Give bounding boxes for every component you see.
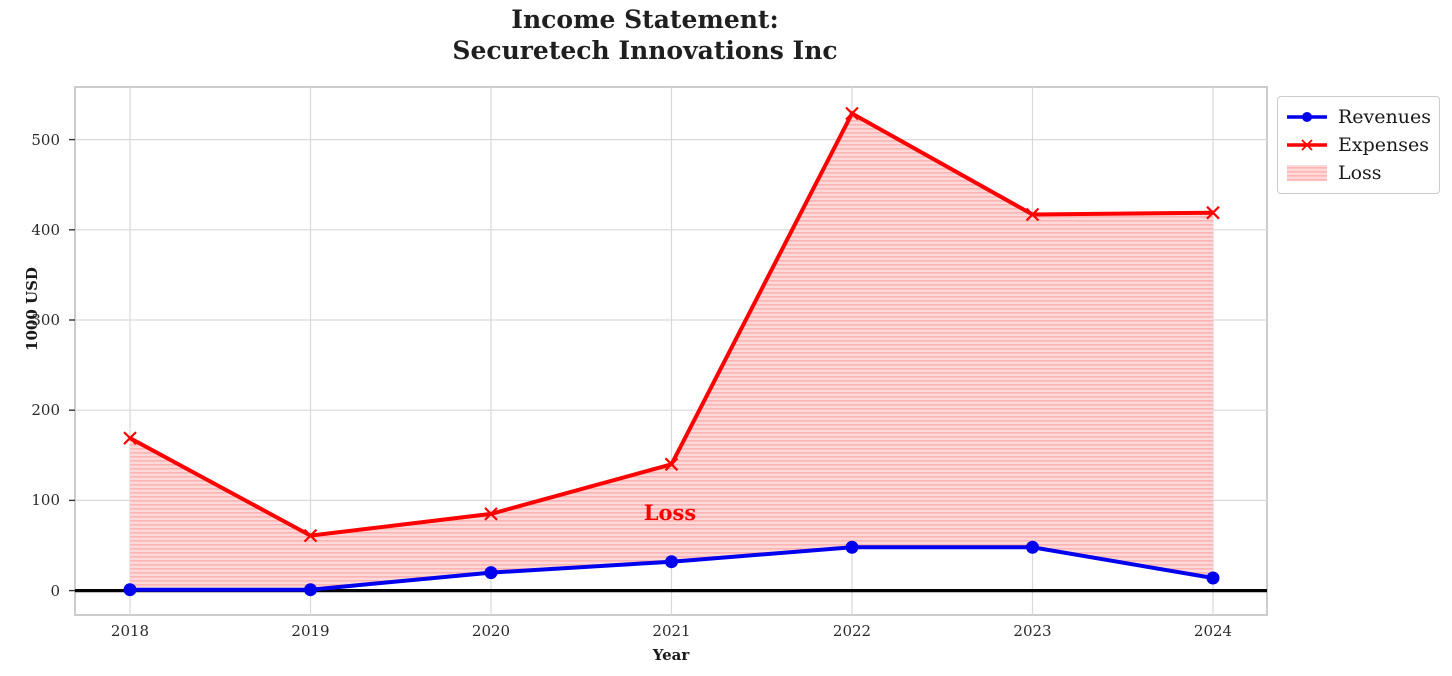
legend-item-loss[interactable]: Loss: [1285, 159, 1431, 187]
y-tick-marks: [69, 138, 75, 592]
x-tick-label-2022: 2022: [832, 622, 872, 640]
legend-line-marker-icon-revenues: [1285, 107, 1329, 127]
y-tick-label-300: 300: [31, 311, 60, 329]
y-tick-label-400: 400: [31, 221, 60, 239]
loss-fill-area: [130, 113, 1213, 590]
x-tick-label-2024: 2024: [1193, 622, 1233, 640]
y-tick-label-100: 100: [31, 491, 60, 509]
x-tick-label-2019: 2019: [291, 622, 330, 640]
expenses-markers: [123, 106, 1220, 543]
loss-annotation: Loss: [643, 500, 697, 525]
legend-label-revenues: Revenues: [1338, 106, 1431, 128]
x-tick-label-2018: 2018: [110, 622, 150, 640]
legend-label-loss: Loss: [1338, 162, 1382, 184]
chart-title-line-1: Income Statement:: [511, 5, 779, 34]
x-tick-label-2021: 2021: [652, 622, 691, 640]
chart-legend: Revenues Expenses Loss: [1277, 96, 1440, 194]
y-tick-label-0: 0: [50, 582, 60, 600]
chart-title-line-2: Securetech Innovations Inc: [452, 36, 838, 65]
revenues-markers: [123, 540, 1220, 597]
y-tick-label-200: 200: [31, 401, 60, 419]
legend-line-marker-icon-expenses: [1285, 135, 1329, 155]
x-tick-label-2023: 2023: [1013, 622, 1052, 640]
x-tick-label-2020: 2020: [471, 622, 511, 640]
legend-item-expenses[interactable]: Expenses: [1285, 131, 1431, 159]
chart-title: Income Statement: Securetech Innovations …: [0, 4, 1290, 66]
legend-patch-icon-loss: [1285, 163, 1329, 183]
legend-item-revenues[interactable]: Revenues: [1285, 103, 1431, 131]
legend-label-expenses: Expenses: [1338, 134, 1429, 156]
x-axis-label: Year: [652, 646, 690, 664]
y-axis-label: 1000 USD: [23, 267, 41, 351]
y-tick-label-500: 500: [31, 131, 60, 149]
